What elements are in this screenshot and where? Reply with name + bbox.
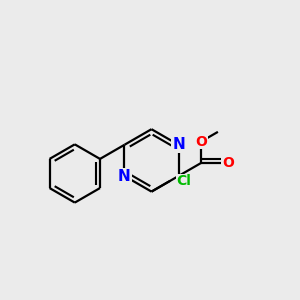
Text: O: O — [222, 156, 234, 170]
Text: O: O — [195, 134, 207, 148]
Text: Cl: Cl — [176, 174, 191, 188]
Text: N: N — [118, 169, 131, 184]
Text: N: N — [172, 137, 185, 152]
